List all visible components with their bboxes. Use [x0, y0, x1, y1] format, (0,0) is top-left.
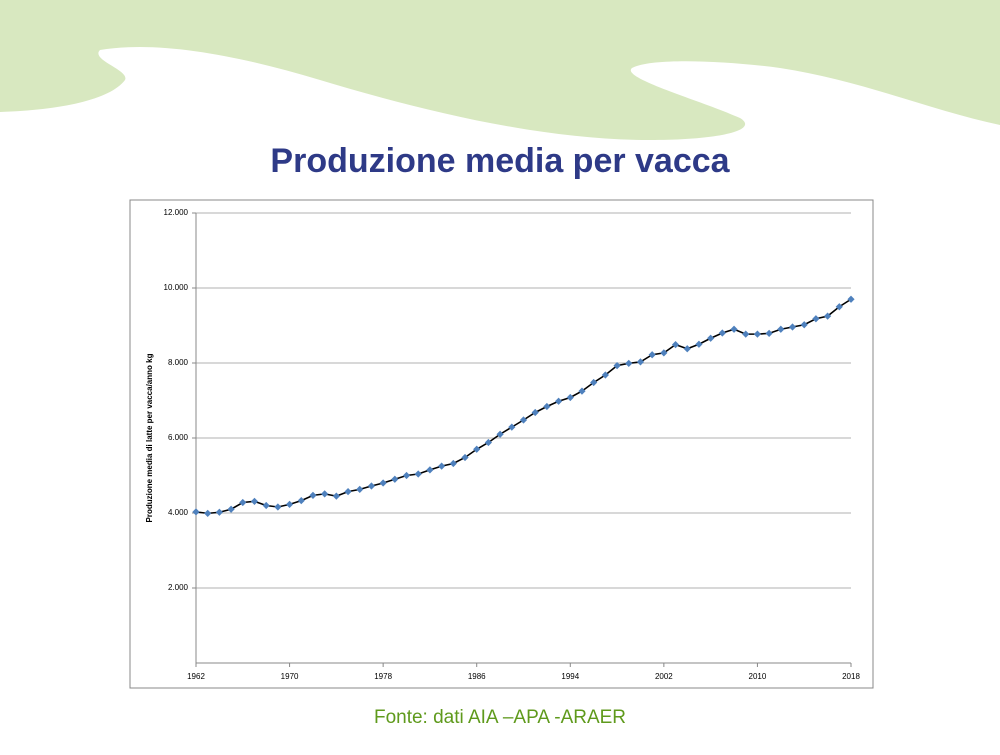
data-point [777, 325, 785, 333]
y-tick-label: 12.000 [164, 208, 189, 217]
data-point [812, 315, 820, 323]
data-point [695, 340, 703, 348]
data-point [344, 488, 352, 496]
data-point [765, 329, 773, 337]
data-point [215, 508, 223, 516]
y-tick-label: 8.000 [168, 358, 189, 367]
decor-wave [0, 0, 1000, 140]
data-point [835, 303, 843, 311]
data-point [730, 325, 738, 333]
x-tick-label: 2018 [842, 672, 860, 681]
data-point [309, 491, 317, 499]
data-point [742, 330, 750, 338]
data-point [262, 501, 270, 510]
x-tick-label: 1962 [187, 672, 205, 681]
data-point [285, 500, 294, 508]
data-point [847, 295, 855, 303]
y-tick-label: 10.000 [164, 283, 189, 292]
data-point [356, 485, 364, 493]
data-point [683, 345, 691, 353]
data-point [625, 359, 633, 367]
data-point [239, 498, 247, 507]
data-point [707, 334, 715, 342]
x-tick-label: 2010 [749, 672, 767, 681]
data-point [554, 397, 563, 405]
data-point [636, 358, 645, 366]
data-point [391, 475, 399, 483]
data-point [601, 371, 609, 379]
data-point [367, 482, 376, 490]
data-point [274, 503, 282, 511]
data-point [321, 490, 329, 498]
data-point [438, 462, 446, 470]
data-point [227, 505, 235, 513]
data-point [204, 509, 212, 517]
x-tick-label: 1970 [281, 672, 299, 681]
source: Fonte: dati AIA –APA -ARAER [374, 707, 626, 728]
data-point [379, 479, 387, 487]
data-point [484, 438, 493, 447]
data-point [788, 323, 797, 331]
data-point [426, 466, 434, 474]
data-point [508, 423, 516, 431]
data-point [718, 329, 726, 337]
x-tick-label: 1978 [374, 672, 392, 681]
data-point [519, 416, 528, 424]
data-point [660, 349, 668, 357]
data-point [449, 459, 457, 468]
data-point [402, 471, 411, 480]
slide-title: Produzione media per vacca [270, 142, 730, 180]
data-point [800, 321, 808, 329]
data-point [590, 378, 598, 387]
data-point [824, 312, 832, 320]
data-point [297, 497, 305, 505]
data-point [496, 430, 504, 438]
data-point [566, 393, 574, 402]
data-point [461, 453, 469, 462]
x-tick-label: 2002 [655, 672, 673, 681]
data-point [332, 492, 340, 500]
data-point [753, 330, 762, 338]
data-point [192, 508, 200, 516]
chart-frame [129, 199, 874, 689]
y-axis-label: Produzione media di latte per vacca/anno… [145, 353, 154, 522]
x-tick-label: 1994 [561, 672, 579, 681]
x-tick-label: 1986 [468, 672, 486, 681]
data-point [531, 408, 539, 417]
data-point [613, 362, 621, 370]
data-point [250, 497, 259, 505]
y-tick-label: 2.000 [168, 583, 189, 592]
data-point [473, 445, 481, 453]
data-point [671, 341, 680, 349]
data-point [578, 387, 586, 395]
y-tick-label: 6.000 [168, 433, 189, 442]
data-point [543, 402, 551, 411]
data-point [648, 351, 656, 359]
data-point [414, 470, 422, 478]
y-tick-label: 4.000 [168, 508, 189, 517]
